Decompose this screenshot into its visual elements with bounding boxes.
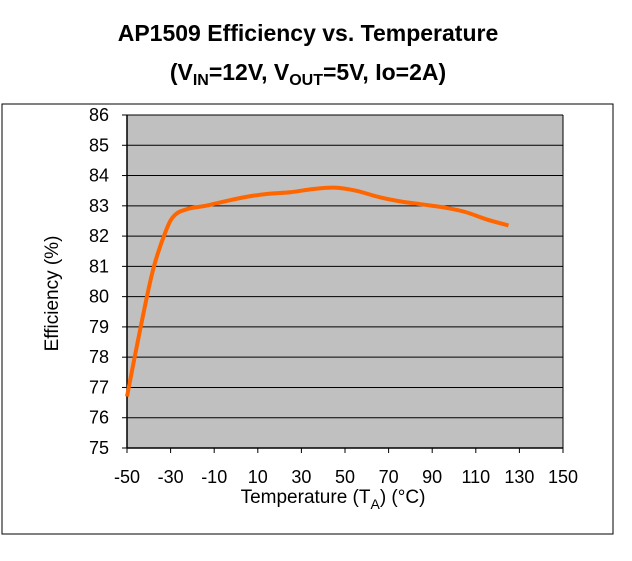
plot-area <box>127 115 563 448</box>
vin-subscript: IN <box>192 72 209 89</box>
x-tick-label: 110 <box>461 467 490 487</box>
efficiency-series-line <box>125 185 510 397</box>
vout-subscript: OUT <box>289 72 323 89</box>
y-tick-label: 82 <box>89 226 109 246</box>
x-axis-label-pre: Temperature (T <box>241 487 371 508</box>
subtitle-vin-rest: =12V, V <box>208 59 290 85</box>
chart-title: AP1509 Efficiency vs. Temperature <box>117 20 499 46</box>
y-tick-label: 84 <box>89 166 109 186</box>
x-axis-label: Temperature (TA) (°C) <box>241 487 426 512</box>
x-tick-label: -10 <box>201 467 227 487</box>
y-tick-label: 77 <box>89 377 109 397</box>
x-tick-label: 70 <box>379 467 399 487</box>
y-tick-label: 76 <box>89 408 109 428</box>
x-axis-label-post: ) (°C) <box>380 487 426 508</box>
y-tick-label: 80 <box>89 287 109 307</box>
y-tick-label: 86 <box>89 105 109 125</box>
y-axis-label: Efficiency (%) <box>42 236 63 352</box>
axes <box>122 114 564 453</box>
x-tick-label: 30 <box>291 467 311 487</box>
y-tick-label: 79 <box>89 317 109 337</box>
y-tick-labels: 75 76 77 78 79 80 81 82 83 84 85 86 <box>89 105 109 458</box>
x-axis-label-sub: A <box>370 496 380 512</box>
y-tick-label: 75 <box>89 438 109 458</box>
y-tick-label: 81 <box>89 256 109 276</box>
x-tick-labels: -50 -30 -10 10 30 50 70 90 110 130 150 <box>114 467 578 487</box>
y-tick-label: 85 <box>89 135 109 155</box>
x-tick-label: -50 <box>114 467 140 487</box>
x-tick-label: 50 <box>335 467 355 487</box>
chart-subtitle: (VIN=12V, VOUT=5V, Io=2A) <box>0 59 616 90</box>
series-group <box>125 185 510 397</box>
subtitle-vout-rest: =5V, Io=2A) <box>322 59 447 85</box>
x-tick-label: 130 <box>504 467 534 487</box>
x-tick-label: 150 <box>548 467 578 487</box>
x-tick-label: 90 <box>422 467 442 487</box>
chart-border <box>1 103 614 535</box>
x-tick-label: -30 <box>158 467 184 487</box>
y-tick-label: 78 <box>89 347 109 367</box>
x-tick-label: 10 <box>248 467 268 487</box>
subtitle-open: (V <box>169 59 193 85</box>
y-tick-label: 83 <box>89 196 109 216</box>
